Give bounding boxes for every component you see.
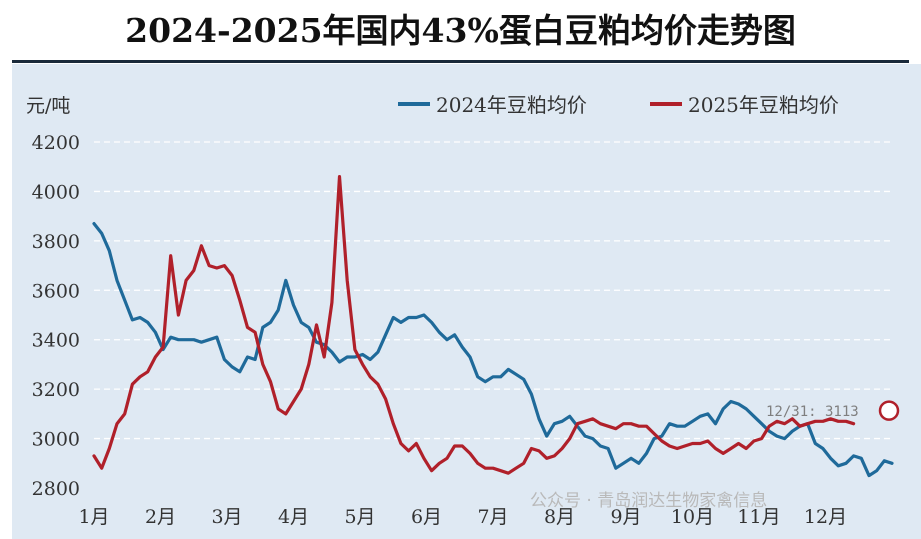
x-axis-ticks: 1月 2月 3月 4月 5月 6月 7月 8月 9月 10月 11月 12月 <box>78 506 847 528</box>
legend-label-2024: 2024年豆粕均价 <box>436 93 587 117</box>
y-tick-label-3800: 3800 <box>32 231 80 253</box>
x-tick-label-9: 9月 <box>610 506 641 528</box>
y-tick-label-4200: 4200 <box>32 132 80 154</box>
y-tick-label-3000: 3000 <box>32 429 80 451</box>
x-tick-label-1: 1月 <box>78 506 109 528</box>
x-tick-label-7: 7月 <box>477 506 508 528</box>
x-tick-label-3: 3月 <box>211 506 242 528</box>
x-tick-label-8: 8月 <box>544 506 575 528</box>
plot-panel <box>12 64 921 539</box>
x-tick-label-11: 11月 <box>737 506 780 528</box>
y-tick-label-3600: 3600 <box>32 280 80 302</box>
end-annotation: 12/31: 3113 <box>766 404 859 420</box>
y-tick-label-2800: 2800 <box>32 478 80 500</box>
grid-lines <box>94 141 892 440</box>
x-tick-label-4: 4月 <box>278 506 309 528</box>
end-marker <box>878 400 900 421</box>
series-lines <box>92 175 894 478</box>
y-tick-label-3200: 3200 <box>32 379 80 401</box>
watermark: 公众号 · 青岛润达生物家禽信息 <box>530 491 767 511</box>
x-tick-label-6: 6月 <box>411 506 442 528</box>
y-tick-label-4000: 4000 <box>32 181 80 203</box>
y-tick-label-3400: 3400 <box>32 330 80 352</box>
series-line-2024 <box>92 222 894 478</box>
legend-label-2025: 2025年豆粕均价 <box>688 93 839 117</box>
x-tick-label-5: 5月 <box>344 506 375 528</box>
x-tick-label-10: 10月 <box>671 506 714 528</box>
series-line-2025 <box>92 175 856 475</box>
chart-title: 2024-2025年国内43%蛋白豆粕均价走势图 <box>125 11 796 50</box>
y-axis-unit: 元/吨 <box>26 95 70 117</box>
title-rule <box>12 60 909 63</box>
legend: 2024年豆粕均价 2025年豆粕均价 <box>398 93 839 117</box>
x-tick-label-12: 12月 <box>804 506 847 528</box>
x-tick-label-2: 2月 <box>145 506 176 528</box>
y-axis-ticks: 2800 3000 3200 3400 3600 3800 4000 4200 <box>32 132 80 500</box>
